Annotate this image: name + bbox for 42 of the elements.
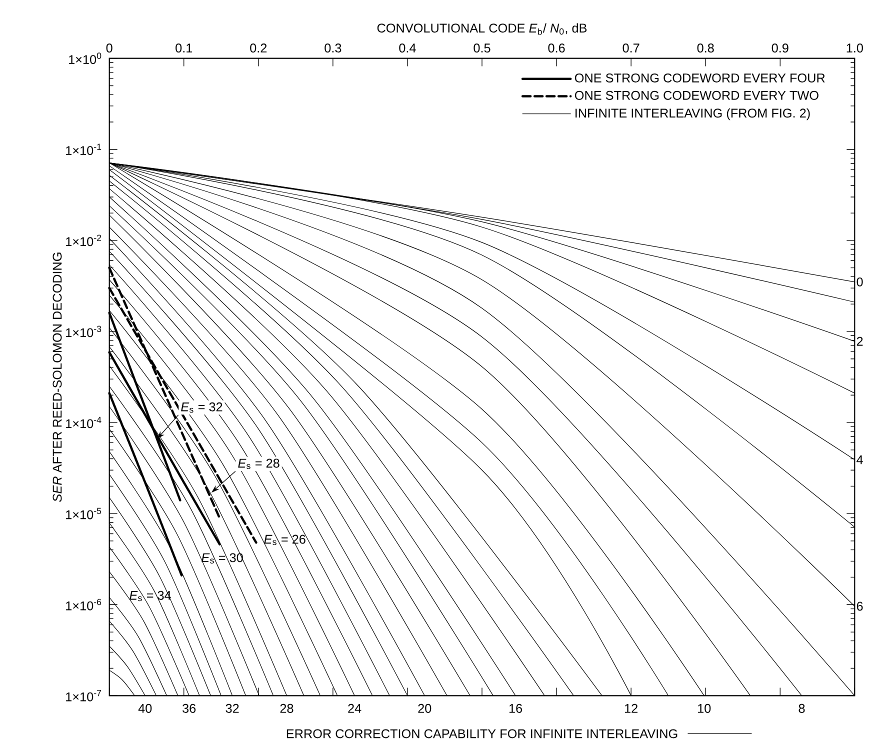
x-tick-label: 0.8 [697, 44, 714, 53]
x-tick-label: 0.6 [548, 44, 565, 53]
text: ERROR CORRECTION CAPABILITY FOR INFINITE INTERLEAVING [286, 729, 678, 738]
annotation: E$_{s}$ = 28 [238, 458, 280, 469]
x-tick-label: 0.1 [176, 44, 192, 53]
x-tick-label: 0.9 [772, 44, 788, 53]
annotation: 32 [226, 704, 239, 713]
y-tick-label: 1×10$^{-7}$ [66, 690, 102, 702]
y-axis-title: SER AFTER REED-SOLOMON DECODING [52, 252, 62, 502]
x-tick-label: 0.3 [324, 44, 342, 53]
legend-label: ONE STRONG CODEWORD EVERY TWO [574, 90, 818, 100]
annotation: 20 [418, 704, 432, 713]
annotation: 10 [698, 704, 711, 713]
y-tick-label: 1×10$^{-6}$ [66, 598, 102, 610]
annotation: 16 [509, 704, 522, 713]
x-axis-title: CONVOLUTIONAL CODE E$_{b}$/ N$_{0}$, dB [377, 23, 587, 35]
y-tick-label: 1×10$^{0}$ [69, 52, 102, 64]
legend-label: ONE STRONG CODEWORD EVERY FOUR [574, 73, 825, 82]
x-tick-label: 0.7 [622, 44, 640, 53]
annotation: 12 [624, 704, 638, 713]
x-tick-label: 0.2 [250, 44, 267, 53]
x-tick-label: 0 [106, 44, 112, 53]
x-tick-label: 0.5 [474, 44, 490, 53]
annotation: 2 [856, 336, 863, 346]
y-tick-label: 1×10$^{-1}$ [66, 144, 102, 156]
annotation: 40 [138, 704, 152, 713]
x-tick-label: 1.0 [846, 44, 863, 53]
annotation: 4 [856, 455, 863, 464]
y-tick-label: 1×10$^{-3}$ [66, 326, 102, 338]
y-tick-label: 1×10$^{-4}$ [66, 416, 102, 428]
annotation: 28 [280, 704, 294, 713]
annotation: 36 [182, 704, 196, 713]
y-tick-label: 1×10$^{-2}$ [66, 234, 102, 246]
y-tick-label: 1×10$^{-5}$ [66, 508, 102, 520]
annotation: 0 [856, 277, 863, 286]
x-tick-label: 0.4 [399, 44, 416, 53]
legend-label: INFINITE INTERLEAVING (FROM FIG. 2) [576, 108, 810, 120]
annotation: 24 [348, 704, 362, 713]
annotation: 8 [798, 704, 805, 713]
annotation: E$_{s}$ = 32 [181, 402, 222, 413]
annotation: 6 [856, 602, 863, 611]
annotation: E$_{s}$ = 26 [264, 534, 306, 546]
